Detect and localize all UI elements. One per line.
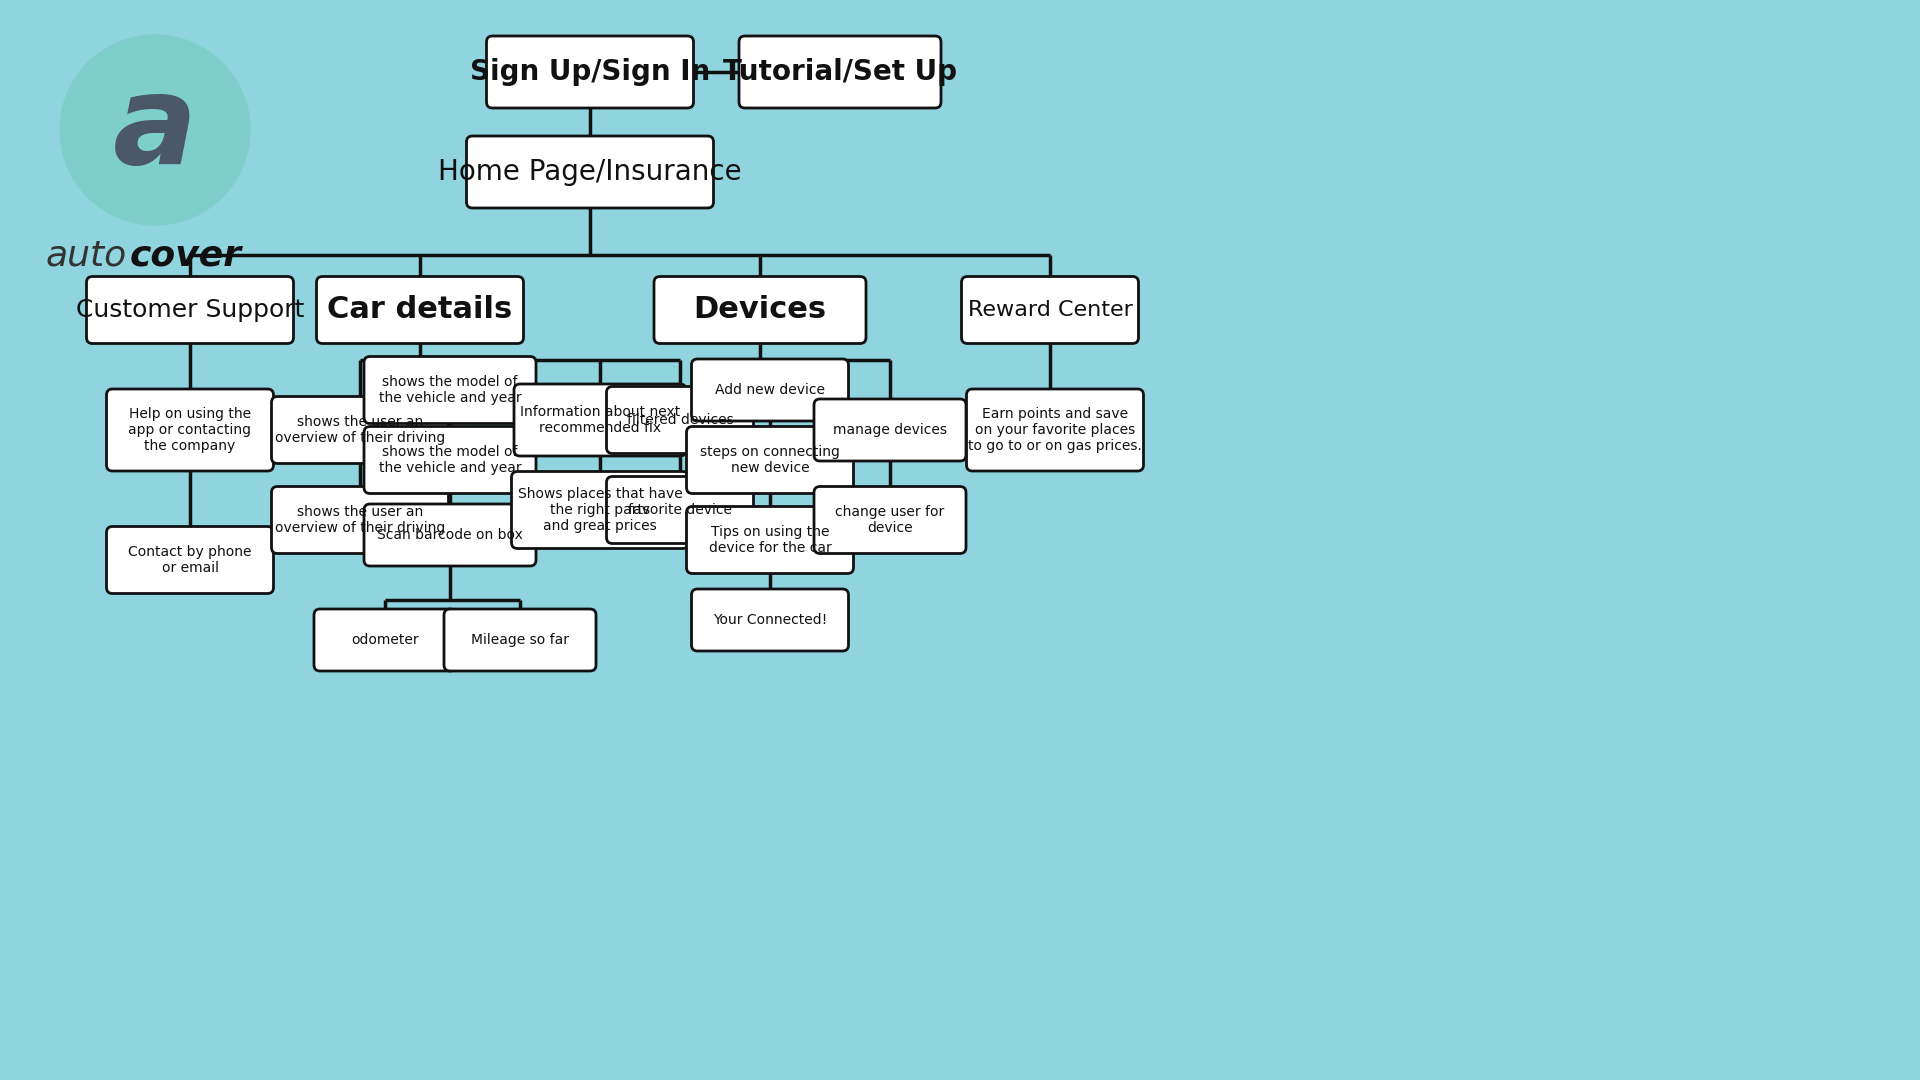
Text: Scan barcode on box: Scan barcode on box <box>376 528 522 542</box>
Text: Tutorial/Set Up: Tutorial/Set Up <box>724 58 956 86</box>
FancyBboxPatch shape <box>607 476 753 543</box>
Text: steps on connecting
new device: steps on connecting new device <box>701 445 839 475</box>
Text: shows the model of
the vehicle and year: shows the model of the vehicle and year <box>378 445 522 475</box>
Text: Add new device: Add new device <box>714 383 826 397</box>
Text: Contact by phone
or email: Contact by phone or email <box>129 545 252 575</box>
FancyBboxPatch shape <box>315 609 457 671</box>
FancyBboxPatch shape <box>687 507 854 573</box>
FancyBboxPatch shape <box>106 389 273 471</box>
Text: Your Connected!: Your Connected! <box>712 613 828 627</box>
Text: Reward Center: Reward Center <box>968 300 1133 320</box>
Text: Car details: Car details <box>328 296 513 324</box>
FancyBboxPatch shape <box>515 384 685 456</box>
FancyBboxPatch shape <box>691 589 849 651</box>
Text: Sign Up/Sign In: Sign Up/Sign In <box>470 58 710 86</box>
Text: change user for
device: change user for device <box>835 504 945 535</box>
Text: Shows places that have
the right parts
and great prices: Shows places that have the right parts a… <box>518 487 682 534</box>
FancyBboxPatch shape <box>365 504 536 566</box>
Text: Home Page/Insurance: Home Page/Insurance <box>438 158 741 186</box>
Text: shows the user an
overview of their driving: shows the user an overview of their driv… <box>275 504 445 535</box>
Text: shows the model of
the vehicle and year: shows the model of the vehicle and year <box>378 375 522 405</box>
Text: a: a <box>113 69 198 190</box>
FancyBboxPatch shape <box>365 427 536 494</box>
FancyBboxPatch shape <box>607 387 753 454</box>
Text: shows the user an
overview of their driving: shows the user an overview of their driv… <box>275 415 445 445</box>
FancyBboxPatch shape <box>814 399 966 461</box>
Text: Tips on using the
device for the car: Tips on using the device for the car <box>708 525 831 555</box>
FancyBboxPatch shape <box>966 389 1144 471</box>
Text: filtered devices: filtered devices <box>626 413 733 427</box>
FancyBboxPatch shape <box>86 276 294 343</box>
FancyBboxPatch shape <box>962 276 1139 343</box>
Circle shape <box>60 35 250 225</box>
Text: Help on using the
app or contacting
the company: Help on using the app or contacting the … <box>129 407 252 454</box>
Text: Mileage so far: Mileage so far <box>470 633 568 647</box>
FancyBboxPatch shape <box>655 276 866 343</box>
FancyBboxPatch shape <box>687 427 854 494</box>
FancyBboxPatch shape <box>739 36 941 108</box>
FancyBboxPatch shape <box>467 136 714 208</box>
Text: Information about next
recommended fix: Information about next recommended fix <box>520 405 680 435</box>
Text: favorite device: favorite device <box>628 503 732 517</box>
Text: manage devices: manage devices <box>833 423 947 437</box>
FancyBboxPatch shape <box>365 356 536 423</box>
FancyBboxPatch shape <box>271 396 449 463</box>
Text: Earn points and save
on your favorite places
to go to or on gas prices.: Earn points and save on your favorite pl… <box>968 407 1142 454</box>
FancyBboxPatch shape <box>317 276 524 343</box>
Text: auto: auto <box>46 238 127 272</box>
Text: Customer Support: Customer Support <box>75 298 303 322</box>
FancyBboxPatch shape <box>486 36 693 108</box>
FancyBboxPatch shape <box>814 486 966 553</box>
Text: cover: cover <box>131 238 242 272</box>
Text: Devices: Devices <box>693 296 828 324</box>
FancyBboxPatch shape <box>444 609 595 671</box>
FancyBboxPatch shape <box>271 486 449 553</box>
FancyBboxPatch shape <box>106 526 273 594</box>
FancyBboxPatch shape <box>691 359 849 421</box>
Text: odometer: odometer <box>351 633 419 647</box>
FancyBboxPatch shape <box>511 472 689 549</box>
